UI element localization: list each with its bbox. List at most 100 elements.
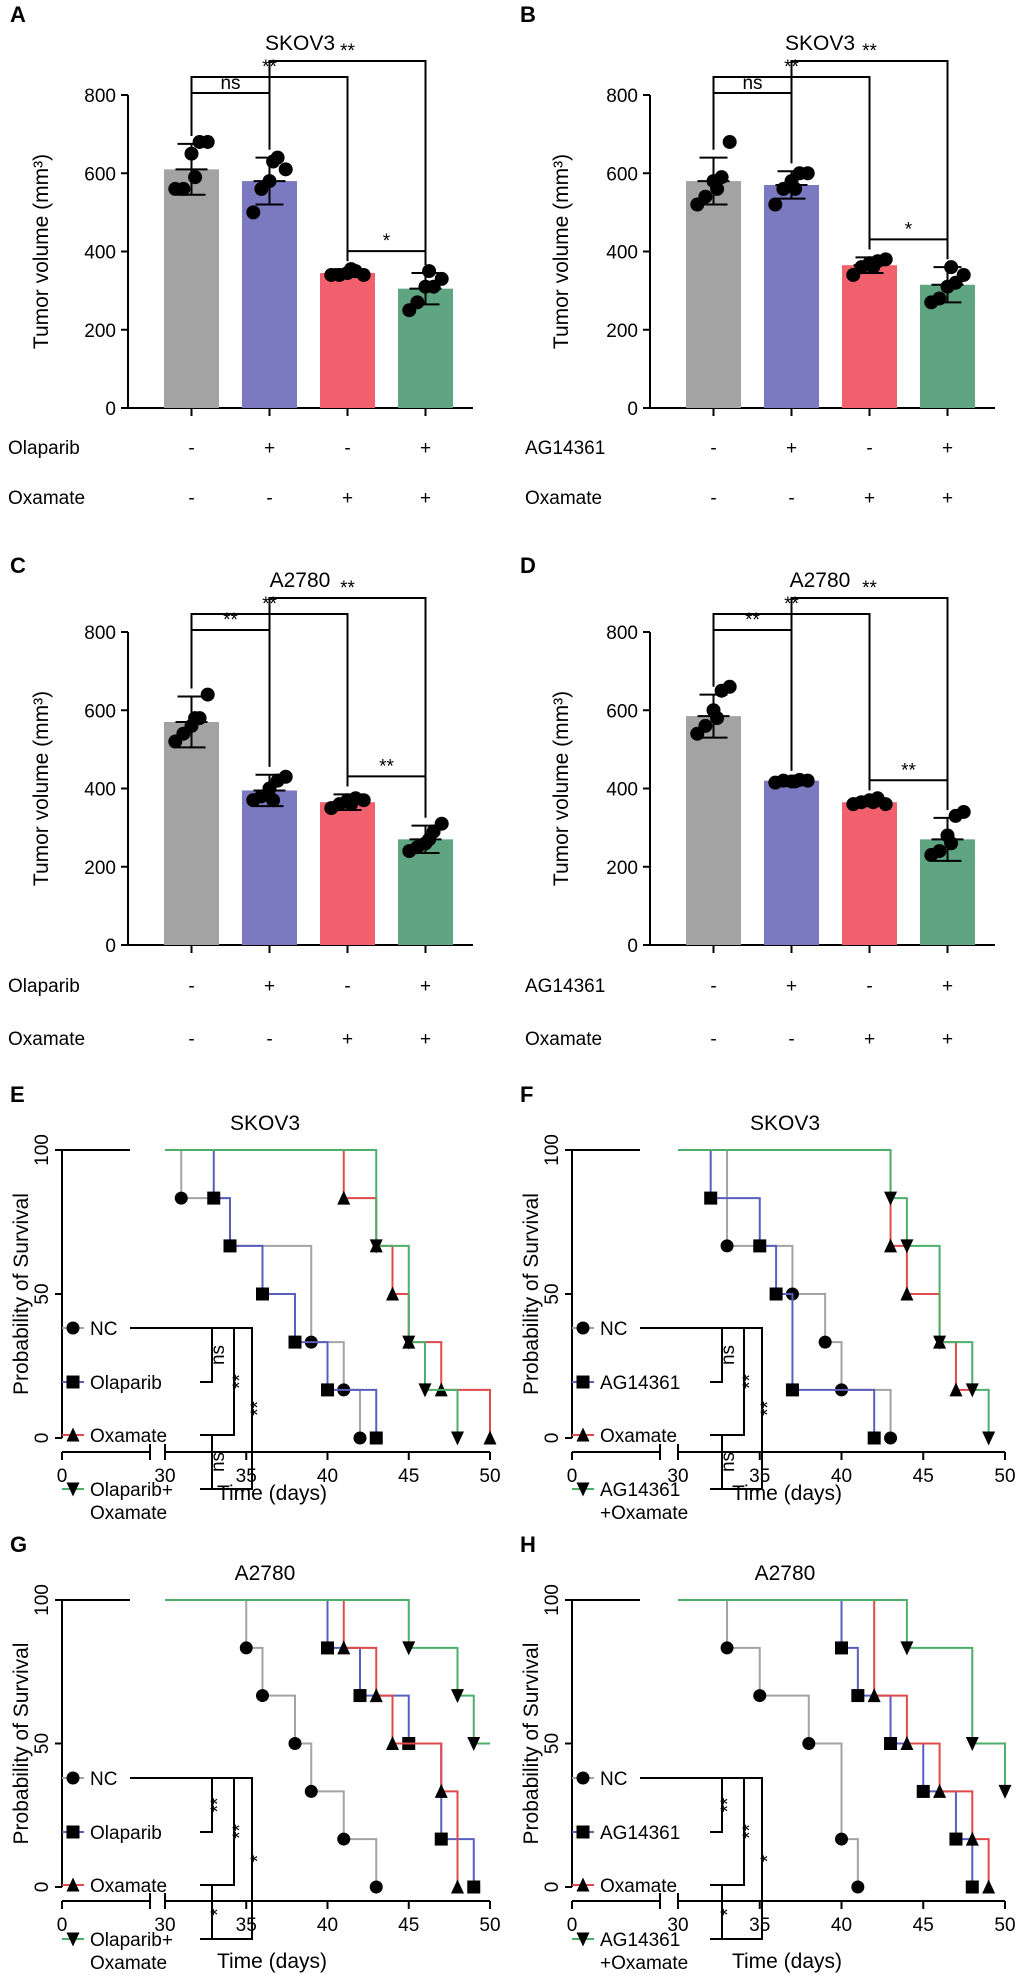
data-point [800, 773, 815, 788]
x-tick-label: 0 [57, 1915, 68, 1936]
data-point [356, 267, 371, 282]
y-tick-label: 0 [542, 1882, 563, 1893]
significance-label: * [383, 231, 391, 252]
significance-bracket [868, 238, 949, 260]
significance-label: * [758, 1854, 779, 1862]
x-tick-label: 0 [567, 1915, 578, 1936]
factor-sign: - [188, 976, 194, 997]
data-point [278, 769, 293, 784]
significance-bracket [210, 1327, 253, 1490]
censor-marker [835, 1641, 848, 1655]
data-point [184, 146, 199, 161]
data-point [866, 795, 881, 810]
censor-marker [933, 1783, 947, 1798]
factor-name: AG14361 [525, 976, 605, 997]
significance-label: ** [248, 1401, 269, 1416]
bar [320, 802, 375, 945]
factor-sign: + [264, 438, 275, 459]
x-axis-title: Time (days) [732, 1950, 842, 1973]
censor-marker [386, 1736, 399, 1750]
bar [764, 184, 819, 408]
y-tick-label: 100 [32, 1134, 53, 1166]
censor-marker [576, 1427, 590, 1442]
factor-name: Oxamate [8, 1029, 85, 1050]
chart-title: SKOV3 [785, 32, 855, 55]
y-tick-label: 50 [32, 1283, 53, 1304]
legend-label: NC [90, 1319, 117, 1340]
x-axis-title: Time (days) [732, 1482, 842, 1505]
data-point [722, 134, 737, 149]
censor-marker [321, 1383, 334, 1397]
factor-sign: - [710, 488, 716, 509]
censor-marker [337, 1190, 351, 1205]
legend-label-line: AG14361 [600, 1823, 680, 1844]
panel-label: D [520, 553, 536, 578]
data-point [262, 174, 277, 189]
x-tick-label: 45 [398, 1466, 419, 1487]
data-point [698, 718, 713, 733]
censor-marker [802, 1737, 816, 1750]
chart-title: SKOV3 [230, 1112, 300, 1135]
y-tick-label: 400 [606, 780, 638, 801]
significance-bracket [210, 1434, 213, 1490]
factor-name: Oxamate [525, 1029, 602, 1050]
bar [164, 169, 219, 408]
significance-label: ns [718, 1345, 739, 1365]
x-tick-label: 45 [913, 1915, 934, 1936]
legend-label-line: +Oxamate [600, 1503, 688, 1524]
censor-marker [851, 1880, 865, 1894]
survival-curve [678, 1149, 990, 1438]
factor-sign: - [266, 1029, 272, 1050]
significance-label: ** [379, 756, 394, 777]
factor-sign: - [266, 488, 272, 509]
survival-curve [678, 1149, 876, 1438]
chart-title: SKOV3 [750, 1112, 820, 1135]
censor-marker [753, 1689, 767, 1703]
factor-name: Oxamate [8, 488, 85, 509]
factor-sign: - [344, 976, 350, 997]
data-point [356, 793, 371, 808]
km-panel-f: F SKOV3 0 50 100 Probability of Survival 0 30 35… [520, 1082, 1016, 1524]
data-point [422, 832, 437, 847]
bar [320, 273, 375, 408]
factor-sign: + [942, 488, 953, 509]
bar [764, 780, 819, 945]
y-tick-label: 0 [627, 399, 638, 420]
data-point [944, 260, 959, 275]
data-point [800, 166, 815, 181]
y-axis-title: Tumor volume (mm³) [30, 691, 53, 886]
significance-label: ** [740, 1374, 761, 1389]
x-tick-label: 30 [154, 1915, 175, 1936]
y-tick-label: 200 [84, 321, 116, 342]
significance-bracket [712, 92, 793, 164]
data-point [200, 134, 215, 149]
bar-panel-a: A SKOV3 0 200 400 600 800 Tumor volume (mm³) ns *… [8, 2, 473, 509]
censor-marker [337, 1640, 351, 1655]
censor-marker [402, 1335, 416, 1350]
significance-label: ** [745, 610, 760, 631]
censor-marker [369, 1239, 383, 1254]
x-tick-label: 50 [994, 1466, 1015, 1487]
x-tick-label: 50 [994, 1915, 1015, 1936]
censor-marker [576, 1321, 590, 1335]
significance-label: ns [208, 1452, 229, 1472]
x-tick-label: 30 [154, 1466, 175, 1487]
censor-marker [353, 1689, 367, 1703]
significance-label: ns [742, 73, 762, 94]
x-axis-title: Time (days) [217, 1950, 327, 1973]
censor-marker [418, 1383, 432, 1398]
data-point [932, 291, 947, 306]
legend-label-line: NC [90, 1319, 117, 1340]
censor-marker [720, 1641, 734, 1655]
y-axis-title: Probability of Survival [10, 1643, 33, 1845]
significance-label: ** [230, 1374, 251, 1389]
censor-marker [965, 1880, 979, 1894]
significance-label: ns [220, 73, 240, 94]
significance-label: ** [740, 1824, 761, 1839]
factor-sign: - [866, 438, 872, 459]
factor-sign: - [710, 1029, 716, 1050]
y-tick-label: 100 [32, 1584, 53, 1616]
censor-marker [483, 1430, 497, 1445]
data-point [278, 162, 293, 177]
significance-label: * [208, 1908, 229, 1916]
